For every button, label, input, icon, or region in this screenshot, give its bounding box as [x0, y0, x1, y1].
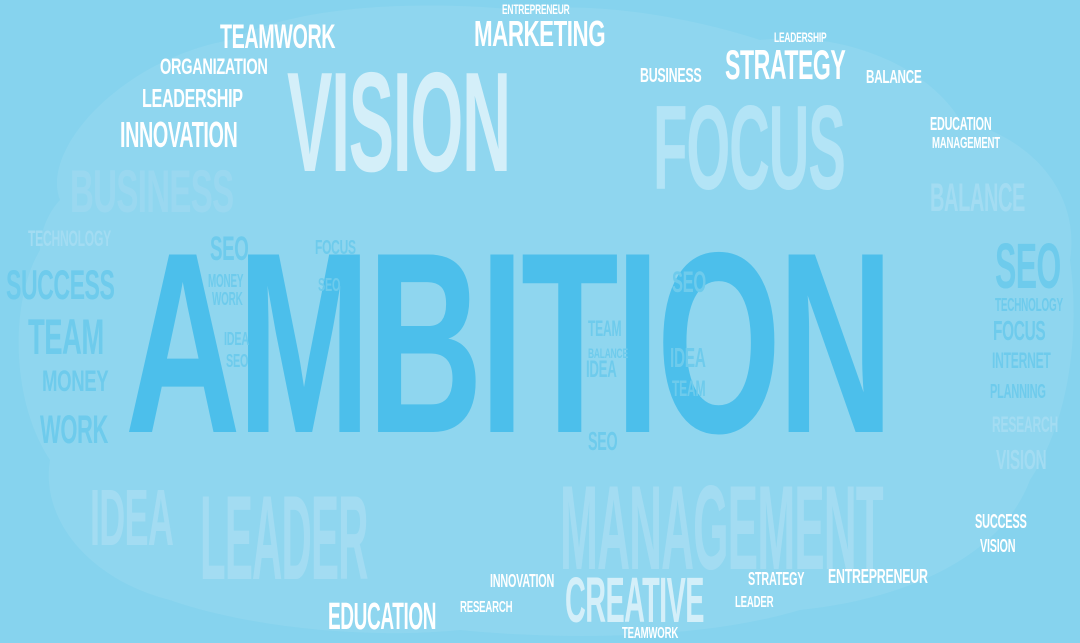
cloud-word-seo: SEO	[210, 230, 249, 268]
cloud-word-ambition: Ambition	[125, 198, 893, 487]
cloud-word-seo: SEO	[672, 266, 706, 299]
cloud-word-focus: Focus	[315, 237, 356, 259]
cloud-word-planning: Planning	[990, 381, 1046, 403]
cloud-word-work: Work	[40, 408, 108, 452]
cloud-word-idea: Idea	[90, 473, 174, 562]
cloud-word-marketing: Marketing	[474, 13, 606, 54]
cloud-word-balance: Balance	[588, 345, 628, 361]
cloud-word-technology: Technology	[28, 226, 111, 251]
cloud-word-vision: Vision	[996, 444, 1047, 475]
cloud-word-vision: Vision	[287, 43, 511, 202]
cloud-word-focus: Focus	[993, 315, 1046, 346]
cloud-word-technology: Technology	[995, 295, 1063, 315]
cloud-word-seo: SEO	[588, 426, 618, 456]
cloud-word-vision: Vision	[980, 536, 1016, 556]
cloud-word-management: Management	[560, 461, 884, 595]
cloud-word-leadership: Leadership	[142, 83, 243, 113]
cloud-word-idea: Idea	[586, 356, 617, 383]
cloud-word-leader: Leader	[200, 471, 368, 605]
cloud-word-work: Work	[212, 289, 243, 309]
cloud-word-money: Money	[208, 271, 244, 291]
cloud-word-team: Team	[672, 376, 706, 401]
cloud-word-seo: SEO	[318, 275, 341, 295]
cloud-word-strategy: Strategy	[725, 41, 846, 88]
cloud-word-internet: Internet	[992, 348, 1051, 373]
cloud-word-innovation: Innovation	[120, 114, 238, 155]
cloud-word-balance: Balance	[930, 176, 1025, 220]
cloud-word-business: Business	[640, 65, 702, 87]
cloud-word-research: Research	[992, 412, 1058, 437]
cloud-word-team: Team	[588, 316, 622, 341]
cloud-word-teamwork: Teamwork	[622, 625, 679, 642]
cloud-word-research: Research	[460, 599, 513, 616]
cloud-word-education: Education	[328, 596, 437, 638]
cloud-word-entrepreneur: Entrepreneur	[502, 1, 570, 17]
cloud-word-business: Business	[70, 158, 234, 225]
cloud-word-team: Team	[28, 309, 104, 365]
cloud-word-seo: SEO	[226, 351, 249, 371]
cloud-word-teamwork: Teamwork	[220, 18, 336, 56]
cloud-word-management: Management	[932, 135, 1000, 152]
cloud-word-education: Education	[930, 114, 992, 134]
cloud-word-leadership: Leadership	[774, 29, 827, 45]
cloud-word-idea: Idea	[224, 329, 249, 349]
cloud-word-success: Success	[6, 261, 115, 308]
cloud-word-money: Money	[42, 365, 109, 398]
cloud-word-entrepreneur: Entrepreneur	[828, 566, 928, 588]
cloud-word-focus: Focus	[653, 81, 846, 215]
cloud-word-seo: SEO	[995, 230, 1061, 302]
cloud-word-balance: Balance	[866, 67, 922, 87]
cloud-word-success: Success	[975, 511, 1027, 533]
cloud-word-creative: Creative	[565, 564, 704, 636]
cloud-word-idea: Idea	[670, 342, 706, 373]
cloud-word-organization: Organization	[160, 54, 268, 79]
cloud-word-innovation: Innovation	[490, 571, 555, 591]
cloud-word-strategy: Strategy	[748, 569, 805, 589]
cloud-word-leader: Leader	[735, 594, 774, 611]
